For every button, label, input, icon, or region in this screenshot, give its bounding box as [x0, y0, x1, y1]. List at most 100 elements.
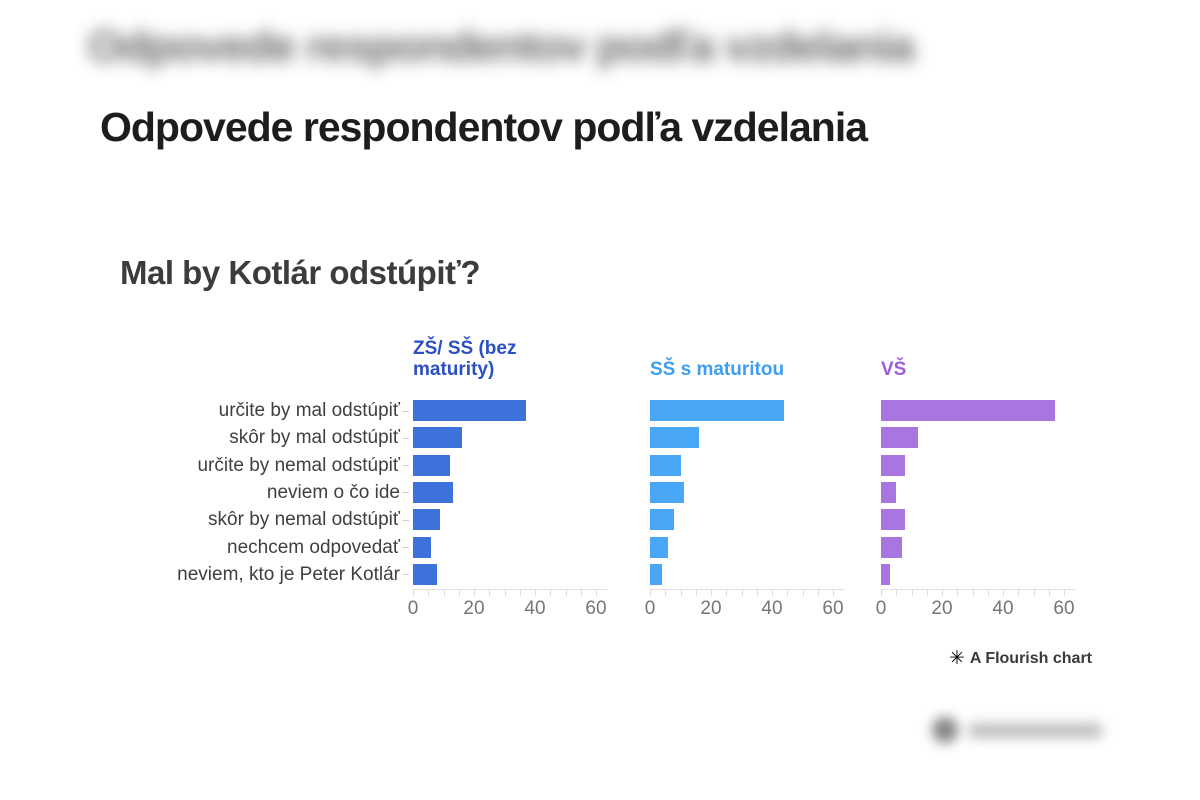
bar[interactable] — [650, 400, 785, 421]
flourish-attribution-link[interactable]: ✳ A Flourish chart — [949, 649, 1092, 669]
category-label: určite by nemal odstúpiť — [197, 454, 400, 476]
x-axis-tick — [833, 589, 834, 596]
x-axis-tick — [1033, 589, 1035, 596]
x-axis-tick — [489, 589, 491, 596]
bar[interactable] — [881, 536, 903, 558]
category-tick — [403, 410, 409, 412]
category-tick — [403, 574, 409, 576]
x-tick-label: 60 — [585, 598, 607, 619]
category-label: určite by mal odstúpiť — [218, 400, 400, 421]
x-axis-line — [413, 589, 609, 590]
x-axis-tick — [428, 589, 430, 596]
x-axis-tick — [1003, 589, 1004, 596]
x-axis-line — [881, 589, 1077, 590]
x-axis-tick — [596, 589, 597, 596]
bar[interactable] — [413, 536, 432, 558]
x-axis-tick — [413, 589, 414, 596]
x-tick-label: 40 — [524, 598, 546, 619]
series-header: VŠ — [881, 359, 907, 380]
x-axis-tick — [665, 589, 667, 596]
bar[interactable] — [650, 454, 681, 476]
x-axis-tick — [726, 589, 728, 596]
flourish-attribution-label: A Flourish chart — [969, 650, 1092, 667]
x-axis-tick — [972, 589, 974, 596]
x-axis-tick — [680, 589, 682, 596]
x-tick-label: 0 — [407, 598, 419, 619]
x-axis-tick — [987, 589, 989, 596]
bar[interactable] — [413, 400, 526, 421]
x-axis-tick — [942, 589, 943, 596]
x-axis-line — [650, 589, 846, 590]
x-axis-tick — [756, 589, 758, 596]
x-axis-tick — [881, 589, 882, 596]
bar[interactable] — [650, 481, 684, 503]
category-label: skôr by mal odstúpiť — [229, 427, 400, 449]
series-header: ZŠ/ SŠ (bez maturity) — [413, 338, 517, 380]
bar[interactable] — [881, 454, 906, 476]
x-tick-label: 40 — [761, 598, 783, 619]
category-label: neviem o čo ide — [266, 481, 400, 503]
bar[interactable] — [413, 427, 462, 449]
category-label: neviem, kto je Peter Kotlár — [177, 563, 400, 585]
bar[interactable] — [413, 509, 441, 531]
x-tick-label: 20 — [463, 598, 485, 619]
category-label: nechcem odpovedať — [227, 536, 400, 558]
x-axis-tick — [926, 589, 928, 596]
x-axis-tick — [535, 589, 536, 596]
category-tick — [403, 547, 409, 548]
x-axis-tick — [550, 589, 552, 596]
x-tick-label: 0 — [644, 598, 656, 619]
x-tick-label: 60 — [822, 598, 844, 619]
category-label: skôr by nemal odstúpiť — [208, 509, 400, 531]
x-axis-tick — [711, 589, 712, 596]
x-axis-tick — [650, 589, 651, 596]
bar[interactable] — [881, 509, 906, 531]
x-axis-tick — [1048, 589, 1050, 596]
x-axis-tick — [580, 589, 582, 596]
x-tick-label: 60 — [1053, 598, 1075, 619]
category-tick — [403, 437, 409, 439]
watermark-logo-mark — [932, 717, 958, 743]
bar[interactable] — [881, 563, 891, 585]
x-axis-tick — [957, 589, 959, 596]
x-tick-label: 20 — [700, 598, 722, 619]
x-axis-tick — [519, 589, 521, 596]
series-header: SŠ s maturitou — [650, 359, 785, 380]
x-tick-label: 20 — [931, 598, 953, 619]
x-axis-tick — [772, 589, 773, 596]
bar[interactable] — [413, 481, 453, 503]
bar[interactable] — [650, 509, 675, 531]
flourish-asterisk-icon: ✳ — [948, 648, 965, 669]
x-axis-tick — [443, 589, 445, 596]
x-axis-tick — [1064, 589, 1065, 596]
x-axis-tick — [802, 589, 804, 596]
x-axis-tick — [695, 589, 697, 596]
category-tick — [403, 465, 409, 467]
x-axis-tick — [458, 589, 460, 596]
bar[interactable] — [881, 400, 1055, 421]
bar[interactable] — [650, 563, 663, 585]
x-axis-tick — [911, 589, 913, 596]
bar[interactable] — [881, 427, 918, 449]
x-axis-tick — [741, 589, 743, 596]
bar[interactable] — [881, 481, 897, 503]
x-tick-label: 40 — [992, 598, 1014, 619]
watermark-logo-text — [968, 722, 1103, 738]
blurred-watermark-logo — [922, 712, 1117, 748]
x-axis-tick — [504, 589, 506, 596]
bar[interactable] — [413, 454, 450, 476]
page-title: Odpovede respondentov podľa vzdelania — [100, 104, 868, 150]
x-axis-tick — [474, 589, 475, 596]
category-tick — [403, 519, 409, 521]
bar[interactable] — [650, 427, 699, 449]
bar[interactable] — [650, 536, 669, 558]
x-axis-tick — [565, 589, 567, 596]
x-tick-label: 0 — [875, 598, 887, 619]
x-axis-tick — [1018, 589, 1020, 596]
category-tick — [403, 492, 409, 494]
blurred-ghost-title: Odpovede respondentov podľa vzdelania — [88, 22, 915, 71]
x-axis-tick — [896, 589, 898, 596]
bar[interactable] — [413, 563, 438, 585]
x-axis-tick — [787, 589, 789, 596]
